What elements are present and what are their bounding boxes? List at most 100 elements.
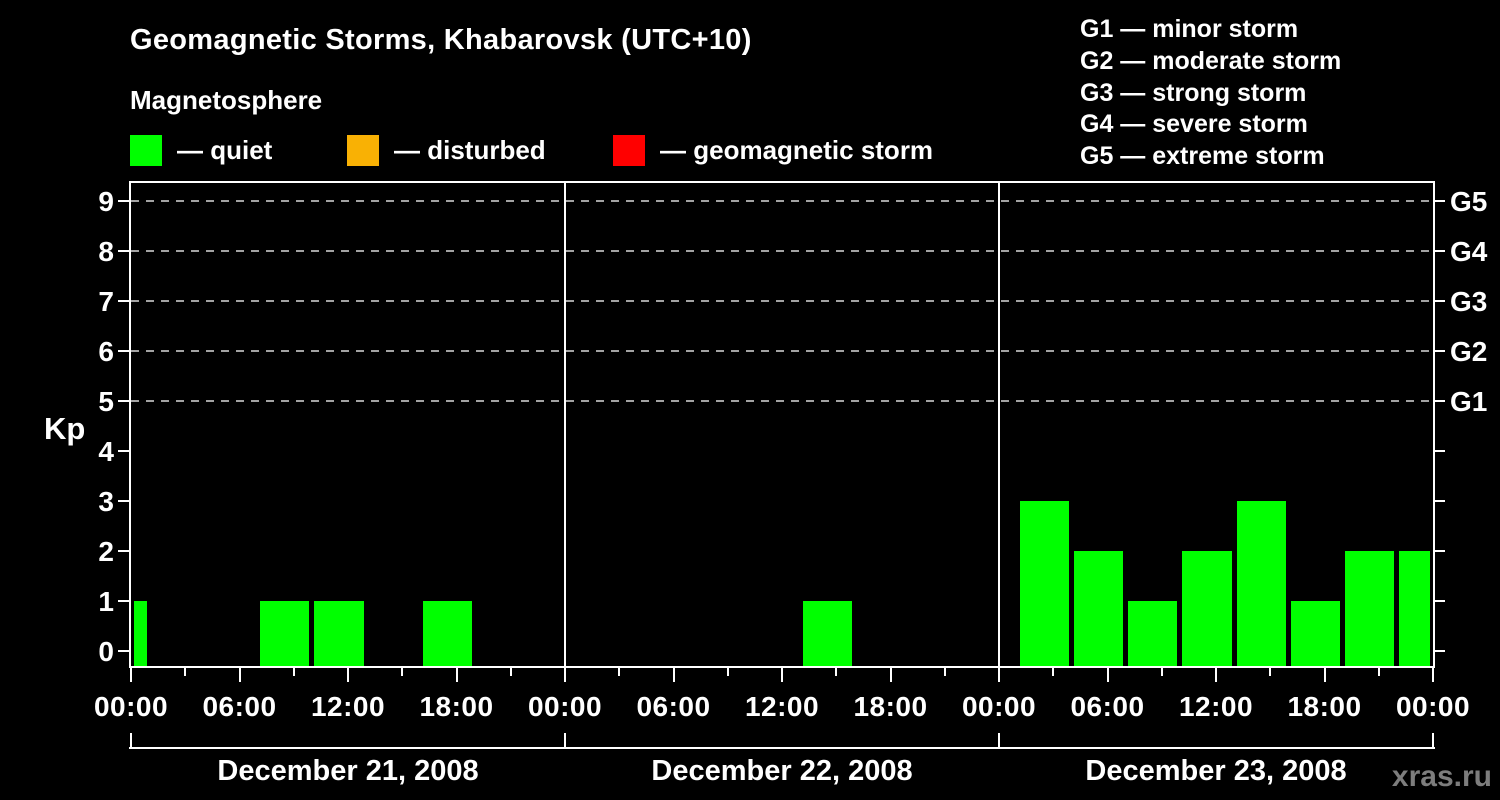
kp-bar bbox=[802, 601, 852, 666]
legend-swatch bbox=[613, 135, 645, 166]
chart-subtitle: Magnetosphere bbox=[130, 85, 323, 115]
kp-bar bbox=[1128, 601, 1178, 666]
x-tick bbox=[998, 668, 1000, 682]
chart-title: Geomagnetic Storms, Khabarovsk (UTC+10) bbox=[130, 24, 752, 56]
x-tick bbox=[1432, 668, 1434, 682]
legend-item: — geomagnetic storm bbox=[613, 135, 933, 166]
y-tick-label: 9 bbox=[98, 186, 114, 217]
plot-frame bbox=[129, 181, 1435, 668]
y-tick-right bbox=[1433, 500, 1445, 502]
y-tick-label: 6 bbox=[98, 336, 114, 367]
kp-bar bbox=[1019, 501, 1069, 666]
gridline-kp8 bbox=[131, 250, 1433, 252]
y-tick-left bbox=[118, 500, 131, 502]
kp-bar bbox=[422, 601, 473, 666]
y-tick-right bbox=[1433, 200, 1445, 202]
gridline-kp6 bbox=[131, 350, 1433, 352]
gridline-kp5 bbox=[131, 400, 1433, 402]
date-bracket-tick bbox=[564, 733, 566, 749]
x-tick bbox=[1215, 668, 1217, 682]
watermark: xras.ru bbox=[1391, 760, 1492, 793]
x-tick bbox=[1323, 668, 1326, 682]
day-separator bbox=[998, 183, 1000, 666]
x-tick bbox=[292, 668, 295, 676]
storm-scale-legend: G1 — minor storm G2 — moderate storm G3 — … bbox=[1080, 14, 1341, 173]
y-tick-label: 7 bbox=[98, 286, 114, 317]
x-tick bbox=[726, 668, 729, 676]
day-separator bbox=[564, 183, 566, 666]
y-tick-label: 8 bbox=[98, 236, 114, 267]
storm-scale-legend-line: G5 — extreme storm bbox=[1080, 142, 1325, 171]
storm-scale-legend-line: G1 — minor storm bbox=[1080, 15, 1299, 43]
x-tick bbox=[781, 668, 783, 682]
legend-swatch bbox=[130, 135, 162, 166]
x-tick bbox=[1052, 668, 1055, 676]
x-tick bbox=[1377, 668, 1380, 676]
y-tick-right bbox=[1433, 650, 1445, 652]
y-tick-label: 4 bbox=[98, 436, 114, 467]
kp-bar bbox=[260, 601, 310, 666]
y-tick-left bbox=[118, 450, 131, 452]
y-tick-label: 1 bbox=[98, 586, 114, 617]
y-tick-right bbox=[1433, 550, 1445, 552]
y-tick-label: 2 bbox=[98, 536, 114, 567]
g-level-label: G2 bbox=[1450, 336, 1488, 367]
x-tick bbox=[509, 668, 512, 676]
legend-label: — geomagnetic storm bbox=[660, 135, 934, 165]
y-tick-label: 5 bbox=[98, 386, 114, 417]
storm-scale-legend-line: G4 — severe storm bbox=[1080, 110, 1308, 139]
legend-swatch bbox=[347, 135, 379, 166]
x-tick-label: 06:00 bbox=[636, 691, 711, 722]
gridline-kp7 bbox=[131, 300, 1433, 302]
kp-bar bbox=[133, 601, 147, 666]
x-tick bbox=[1269, 668, 1272, 676]
x-tick-label: 00:00 bbox=[1395, 691, 1471, 722]
x-tick-label: 00:00 bbox=[527, 691, 603, 722]
kp-bar bbox=[1290, 601, 1341, 666]
date-label: December 21, 2008 bbox=[217, 755, 479, 787]
kp-bar bbox=[1345, 551, 1395, 666]
y-tick-left bbox=[118, 350, 131, 352]
x-tick-label: 06:00 bbox=[1070, 691, 1145, 722]
x-tick bbox=[835, 668, 838, 676]
x-tick bbox=[401, 668, 404, 676]
y-tick-left bbox=[118, 400, 131, 402]
g-level-label: G1 bbox=[1450, 386, 1488, 417]
date-bracket-line bbox=[129, 747, 1435, 749]
y-tick-right bbox=[1433, 300, 1445, 302]
x-tick-label: 06:00 bbox=[202, 691, 277, 722]
kp-bar bbox=[1399, 551, 1431, 666]
g-level-label: G4 bbox=[1450, 236, 1488, 267]
date-bracket-tick bbox=[998, 733, 1000, 749]
y-tick-right bbox=[1433, 400, 1445, 402]
g-level-label: G3 bbox=[1450, 286, 1488, 317]
x-tick-label: 00:00 bbox=[93, 691, 169, 722]
y-tick-left bbox=[118, 650, 131, 652]
x-tick-label: 00:00 bbox=[961, 691, 1037, 722]
x-tick bbox=[943, 668, 946, 676]
x-tick bbox=[1106, 668, 1109, 682]
date-bracket-tick bbox=[1432, 733, 1434, 749]
x-tick bbox=[455, 668, 458, 682]
kp-bar bbox=[1236, 501, 1286, 666]
y-tick-right bbox=[1433, 350, 1445, 352]
y-tick-right bbox=[1433, 450, 1445, 452]
x-tick-label: 18:00 bbox=[419, 691, 494, 722]
x-tick bbox=[889, 668, 892, 682]
x-tick bbox=[130, 668, 132, 682]
x-tick-label: 12:00 bbox=[744, 691, 820, 722]
kp-bar bbox=[1182, 551, 1232, 666]
x-tick-label: 18:00 bbox=[1287, 691, 1362, 722]
y-tick-left bbox=[118, 200, 131, 202]
x-tick bbox=[672, 668, 675, 682]
legend-label: — quiet bbox=[177, 135, 273, 165]
date-label: December 23, 2008 bbox=[1085, 755, 1347, 787]
x-tick bbox=[184, 668, 187, 676]
y-tick-left bbox=[118, 300, 131, 302]
x-tick bbox=[347, 668, 349, 682]
storm-scale-legend-line: G2 — moderate storm bbox=[1080, 46, 1342, 75]
legend-item: — disturbed bbox=[347, 135, 546, 166]
legend-item: — quiet bbox=[130, 135, 272, 166]
gridline-kp9 bbox=[131, 200, 1433, 202]
